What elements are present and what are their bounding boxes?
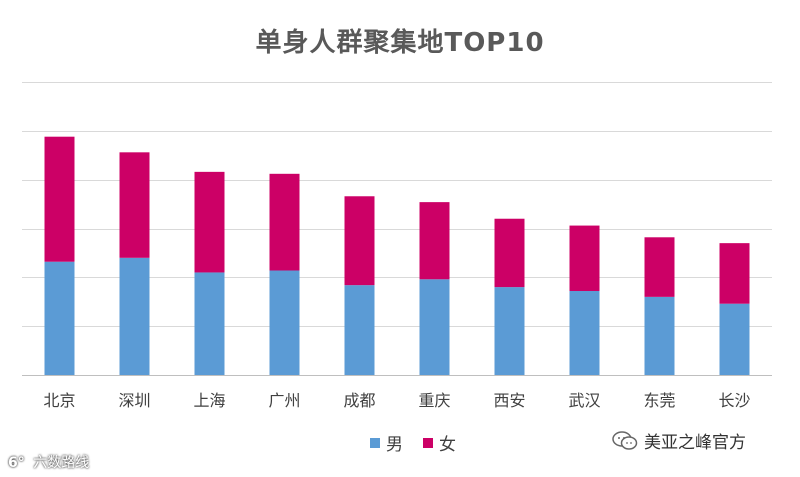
x-tick-label: 深圳 <box>118 391 150 410</box>
bar-male-8 <box>644 296 675 375</box>
watermark-left-text: 六数路线 <box>33 455 90 471</box>
x-tick-label: 西安 <box>493 391 525 410</box>
watermark-logo: 6° <box>8 455 25 471</box>
x-tick-label: 广州 <box>268 391 300 410</box>
bar-female-1 <box>119 152 150 258</box>
chart-legend: 男 女 <box>370 430 476 455</box>
legend-swatch-female <box>423 437 433 448</box>
bar-female-9 <box>719 243 750 304</box>
bar-male-6 <box>494 287 525 375</box>
watermark-right-text: 美亚之峰官方 <box>644 433 746 453</box>
bar-male-2 <box>194 272 225 375</box>
legend-swatch-male <box>370 437 380 448</box>
bar-male-3 <box>269 270 300 375</box>
x-tick-label: 武汉 <box>568 391 600 410</box>
watermark-left: 6° 六数路线 <box>8 452 89 472</box>
legend-item-female: 女 <box>423 430 456 455</box>
bar-female-5 <box>419 202 450 280</box>
bar-male-0 <box>44 261 75 375</box>
x-tick-label: 成都 <box>343 391 375 410</box>
chart-title: 单身人群聚集地TOP10 <box>255 28 545 58</box>
bar-female-0 <box>44 136 75 262</box>
bar-female-8 <box>644 237 675 297</box>
bar-female-7 <box>569 225 600 292</box>
x-tick-label: 重庆 <box>418 391 450 410</box>
legend-label-male: 男 <box>386 435 403 455</box>
x-tick-label: 长沙 <box>718 391 750 410</box>
bar-male-9 <box>719 303 750 375</box>
legend-item-male: 男 <box>370 430 403 455</box>
bar-male-5 <box>419 279 450 375</box>
bar-male-1 <box>119 257 150 375</box>
bar-female-3 <box>269 173 300 271</box>
bar-female-2 <box>194 171 225 273</box>
bar-male-7 <box>569 291 600 375</box>
bar-female-6 <box>494 218 525 288</box>
bar-female-4 <box>344 196 375 286</box>
x-tick-label: 东莞 <box>643 391 675 410</box>
legend-label-female: 女 <box>439 435 456 455</box>
x-tick-label: 上海 <box>193 391 225 410</box>
watermark-right: 美亚之峰官方 <box>612 428 746 453</box>
x-tick-label: 北京 <box>43 391 75 410</box>
bar-male-4 <box>344 285 375 375</box>
wechat-icon <box>612 430 638 451</box>
